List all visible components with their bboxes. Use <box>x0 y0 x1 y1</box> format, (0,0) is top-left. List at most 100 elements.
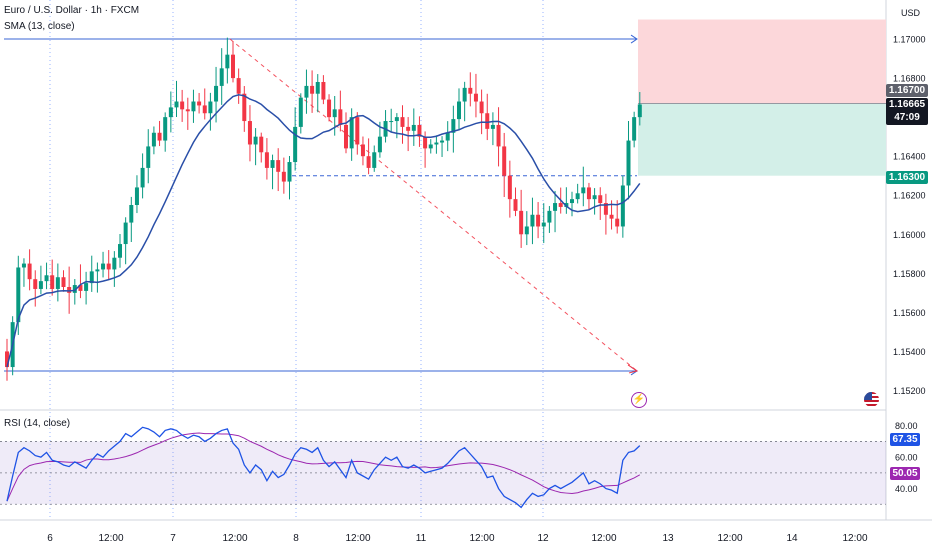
candle-body <box>253 136 258 145</box>
candle-body <box>389 121 394 123</box>
time-label: 13 <box>662 533 674 544</box>
time-label: 12:00 <box>222 533 247 544</box>
candle-body <box>78 285 83 291</box>
candle-body <box>112 257 117 270</box>
candle-body <box>231 54 235 79</box>
candle-body <box>603 203 608 215</box>
rsi-legend[interactable]: RSI (14, close) <box>4 418 71 429</box>
candle-body <box>445 132 450 141</box>
rsi-band <box>0 441 886 505</box>
candle-body <box>304 85 309 98</box>
candle-body <box>366 156 371 168</box>
stop-zone <box>638 103 886 176</box>
candle-body <box>106 263 111 270</box>
candle-body <box>197 101 202 106</box>
candle-body <box>496 124 501 147</box>
candle-body <box>50 275 55 289</box>
current-price-tag: 1.16665 47:09 <box>886 98 928 125</box>
price-tick: 1.16800 <box>893 74 926 84</box>
candle-body <box>541 222 546 227</box>
candle-body <box>462 87 467 102</box>
candle-body <box>185 109 190 112</box>
time-label: 8 <box>293 533 299 544</box>
candle-body <box>38 281 43 289</box>
sma-legend[interactable]: SMA (13, close) <box>4 21 75 32</box>
candle-body <box>355 117 360 145</box>
rsi-line <box>6 426 641 509</box>
price-tick: 1.15200 <box>893 386 926 396</box>
candle-body <box>327 99 332 118</box>
candle-body <box>524 226 529 235</box>
price-tick: 1.15600 <box>893 308 926 318</box>
candle-body <box>33 279 38 289</box>
candle-body <box>202 105 207 114</box>
candle-body <box>423 136 428 149</box>
candle-body <box>270 160 275 168</box>
time-label: 12:00 <box>98 533 123 544</box>
candle-body <box>259 136 264 153</box>
trend-arrow <box>627 364 639 374</box>
candle-body <box>310 85 315 94</box>
rsi-tick: 60.00 <box>895 453 918 463</box>
candle-body <box>581 187 586 194</box>
candle-body <box>451 119 456 133</box>
candle-body <box>163 117 168 141</box>
candle-body <box>151 132 156 147</box>
price-tick: 1.15800 <box>893 269 926 279</box>
rsi-tick: 40.00 <box>895 484 918 494</box>
candle-body <box>140 167 145 188</box>
candle-body <box>315 82 320 94</box>
candle-body <box>411 124 416 131</box>
time-label: 11 <box>416 533 427 544</box>
candle-body <box>180 101 185 110</box>
candles-group <box>5 37 642 381</box>
candle-body <box>372 152 377 168</box>
time-label: 12 <box>537 533 549 544</box>
time-label: 12:00 <box>345 533 370 544</box>
candle-body <box>344 124 348 149</box>
candle-body <box>55 277 60 289</box>
candle-body <box>287 162 292 182</box>
currency-label[interactable]: USD <box>900 8 920 18</box>
candle-body <box>434 142 439 145</box>
candle-body <box>502 146 507 176</box>
time-label: 12:00 <box>591 533 616 544</box>
current-price: 1.16665 <box>888 99 926 110</box>
time-label: 6 <box>47 533 53 544</box>
candle-body <box>247 121 252 145</box>
candle-body <box>564 203 569 207</box>
price-tick: 1.16400 <box>893 152 926 162</box>
candle-body <box>321 82 326 100</box>
candle-body <box>536 214 541 227</box>
candle-body <box>626 140 631 186</box>
candle-body <box>134 187 139 205</box>
candle-body <box>406 126 411 131</box>
candle-body <box>157 132 162 141</box>
candle-body <box>598 195 603 204</box>
candle-body <box>394 117 399 122</box>
candle-body <box>400 117 405 127</box>
us-flag-icon[interactable] <box>864 392 879 407</box>
candle-body <box>281 171 286 182</box>
candle-body <box>637 104 642 118</box>
candle-body <box>507 175 512 200</box>
candle-body <box>72 285 77 293</box>
symbol-title[interactable]: Euro / U.S. Dollar · 1h · FXCM <box>4 5 140 16</box>
candle-body <box>191 101 196 112</box>
candle-body <box>553 203 558 211</box>
candle-body <box>242 93 247 122</box>
price-tick: 1.16000 <box>893 230 926 240</box>
candle-body <box>27 263 32 280</box>
candle-body <box>592 195 597 200</box>
candle-body <box>214 85 219 102</box>
time-label: 12:00 <box>717 533 742 544</box>
candle-body <box>146 146 151 168</box>
candle-body <box>219 68 224 86</box>
time-label: 12:00 <box>842 533 867 544</box>
candle-body <box>236 78 241 94</box>
candle-body <box>5 351 9 368</box>
flash-icon[interactable]: ⚡ <box>631 392 647 408</box>
target-zone <box>638 19 886 104</box>
